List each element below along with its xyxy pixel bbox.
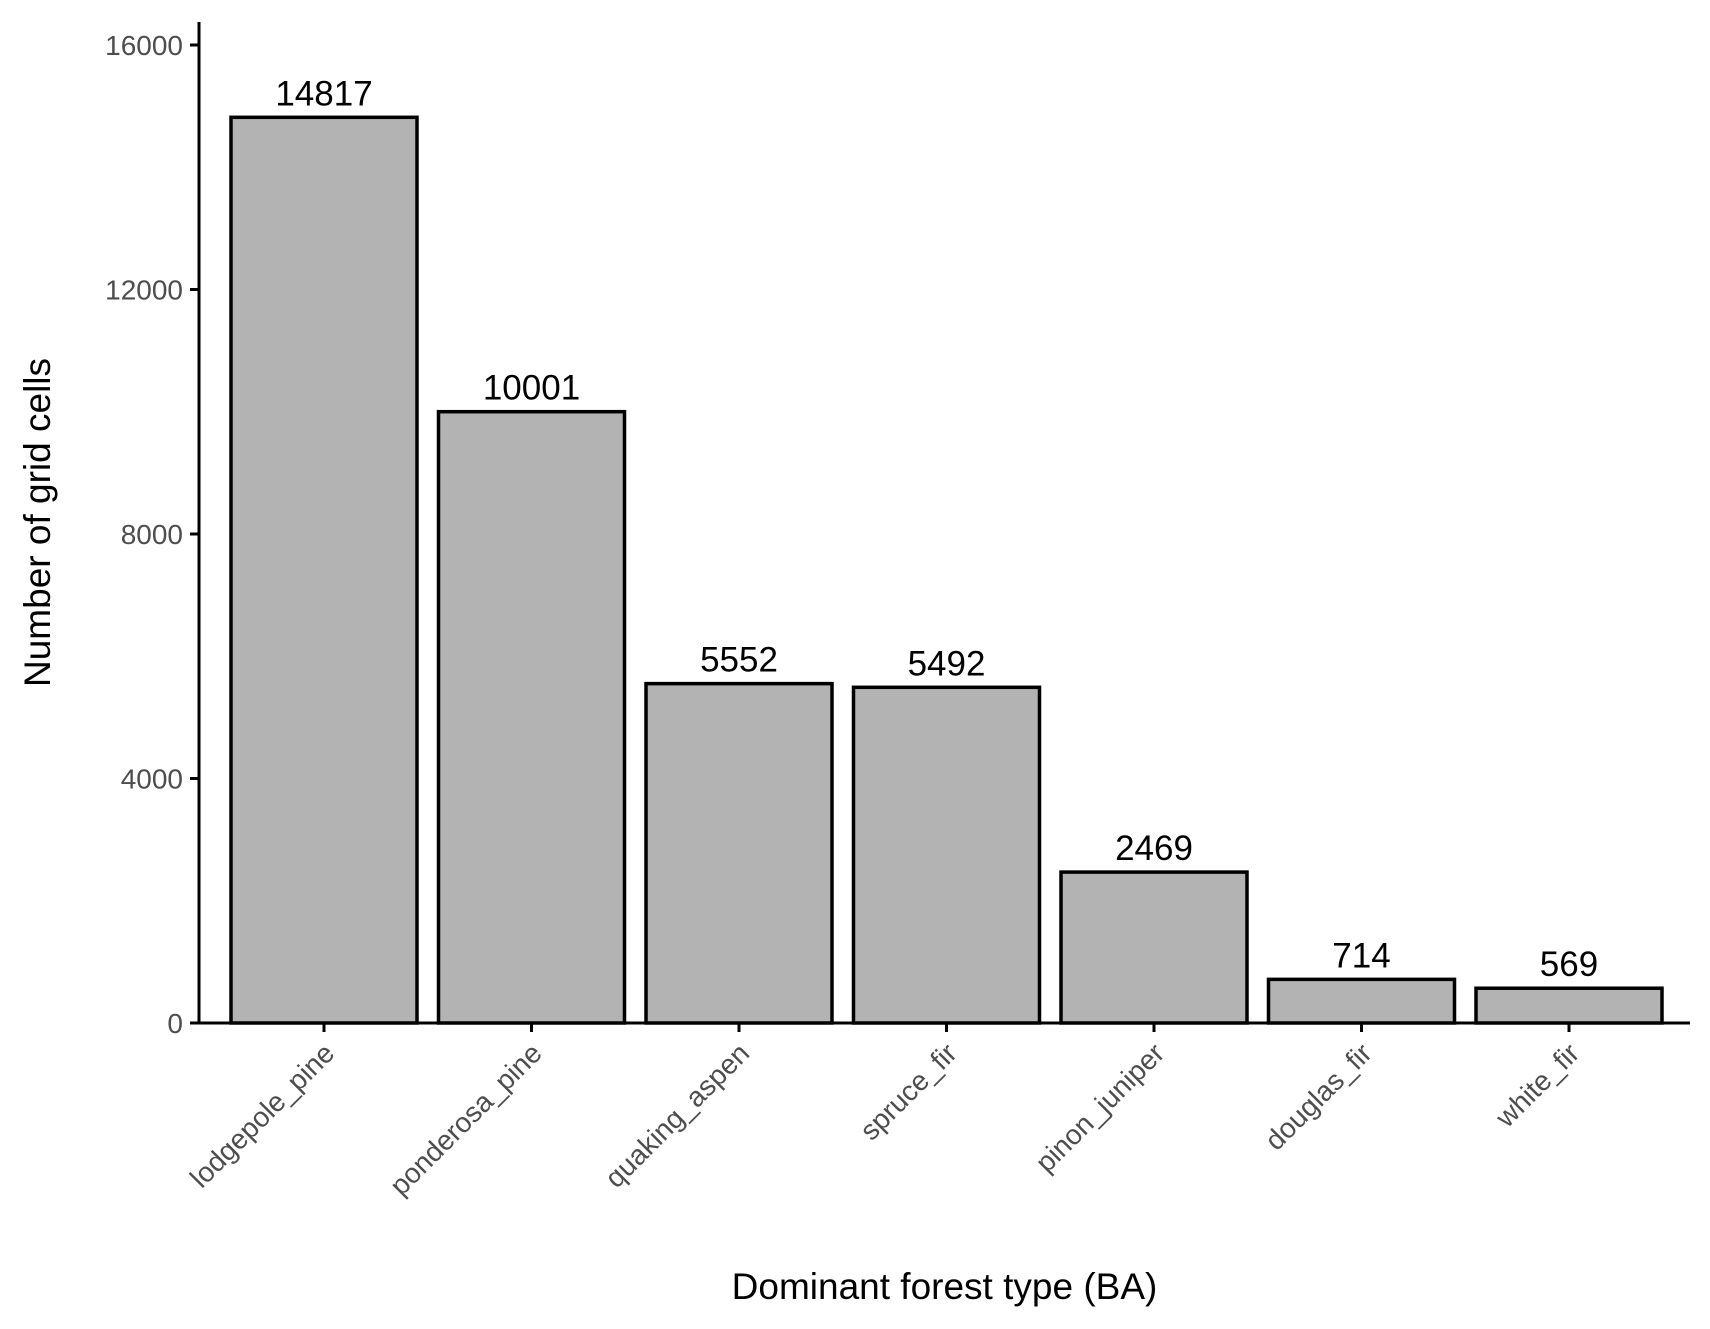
data-label-white-fir: 569 (1540, 945, 1598, 984)
x-axis-title: Dominant forest type (BA) (732, 1266, 1158, 1307)
bar-pinon-juniper (1059, 870, 1249, 1025)
bar-douglas-fir (1266, 977, 1457, 1025)
data-label-pinon-juniper: 2469 (1115, 829, 1193, 868)
data-label-ponderosa-pine: 10001 (483, 369, 580, 408)
axes-layer (197, 22, 1690, 1025)
bar-ponderosa-pine (436, 409, 627, 1025)
y-tick-label: 12000 (105, 275, 183, 306)
y-tick-label: 16000 (105, 30, 183, 61)
y-tick-label: 4000 (121, 764, 183, 795)
data-label-douglas-fir: 714 (1332, 936, 1390, 975)
data-label-spruce-fir: 5492 (908, 644, 986, 683)
x-tick-label-white-fir: white_fir (1489, 1037, 1585, 1133)
bar-lodgepole-pine (229, 115, 419, 1025)
x-tick-label-lodgepole-pine: lodgepole_pine (184, 1037, 340, 1193)
data-label-lodgepole-pine: 14817 (275, 74, 372, 113)
y-ticks-layer: 0 4000 8000 12000 16000 (105, 30, 199, 1039)
bars-layer (229, 115, 1664, 1025)
data-labels-layer: 14817 10001 5552 5492 2469 714 569 (275, 74, 1598, 984)
x-tick-label-ponderosa-pine: ponderosa_pine (384, 1037, 548, 1201)
x-tick-label-pinon-juniper: pinon_juniper (1029, 1037, 1170, 1178)
x-tick-label-douglas-fir: douglas_fir (1259, 1037, 1378, 1156)
y-tick-label: 8000 (121, 519, 183, 550)
x-ticks-layer: lodgepole_pine ponderosa_pine quaking_aspe… (184, 1023, 1585, 1201)
x-tick-label-quaking-aspen: quaking_aspen (599, 1037, 755, 1193)
x-tick-label-spruce-fir: spruce_fir (854, 1037, 963, 1146)
y-tick-label: 0 (167, 1008, 183, 1039)
y-axis-title: Number of grid cells (17, 358, 58, 687)
bar-quaking-aspen (644, 681, 834, 1025)
bar-white-fir (1474, 986, 1664, 1025)
data-label-quaking-aspen: 5552 (700, 641, 778, 680)
bar-spruce-fir (851, 685, 1042, 1025)
